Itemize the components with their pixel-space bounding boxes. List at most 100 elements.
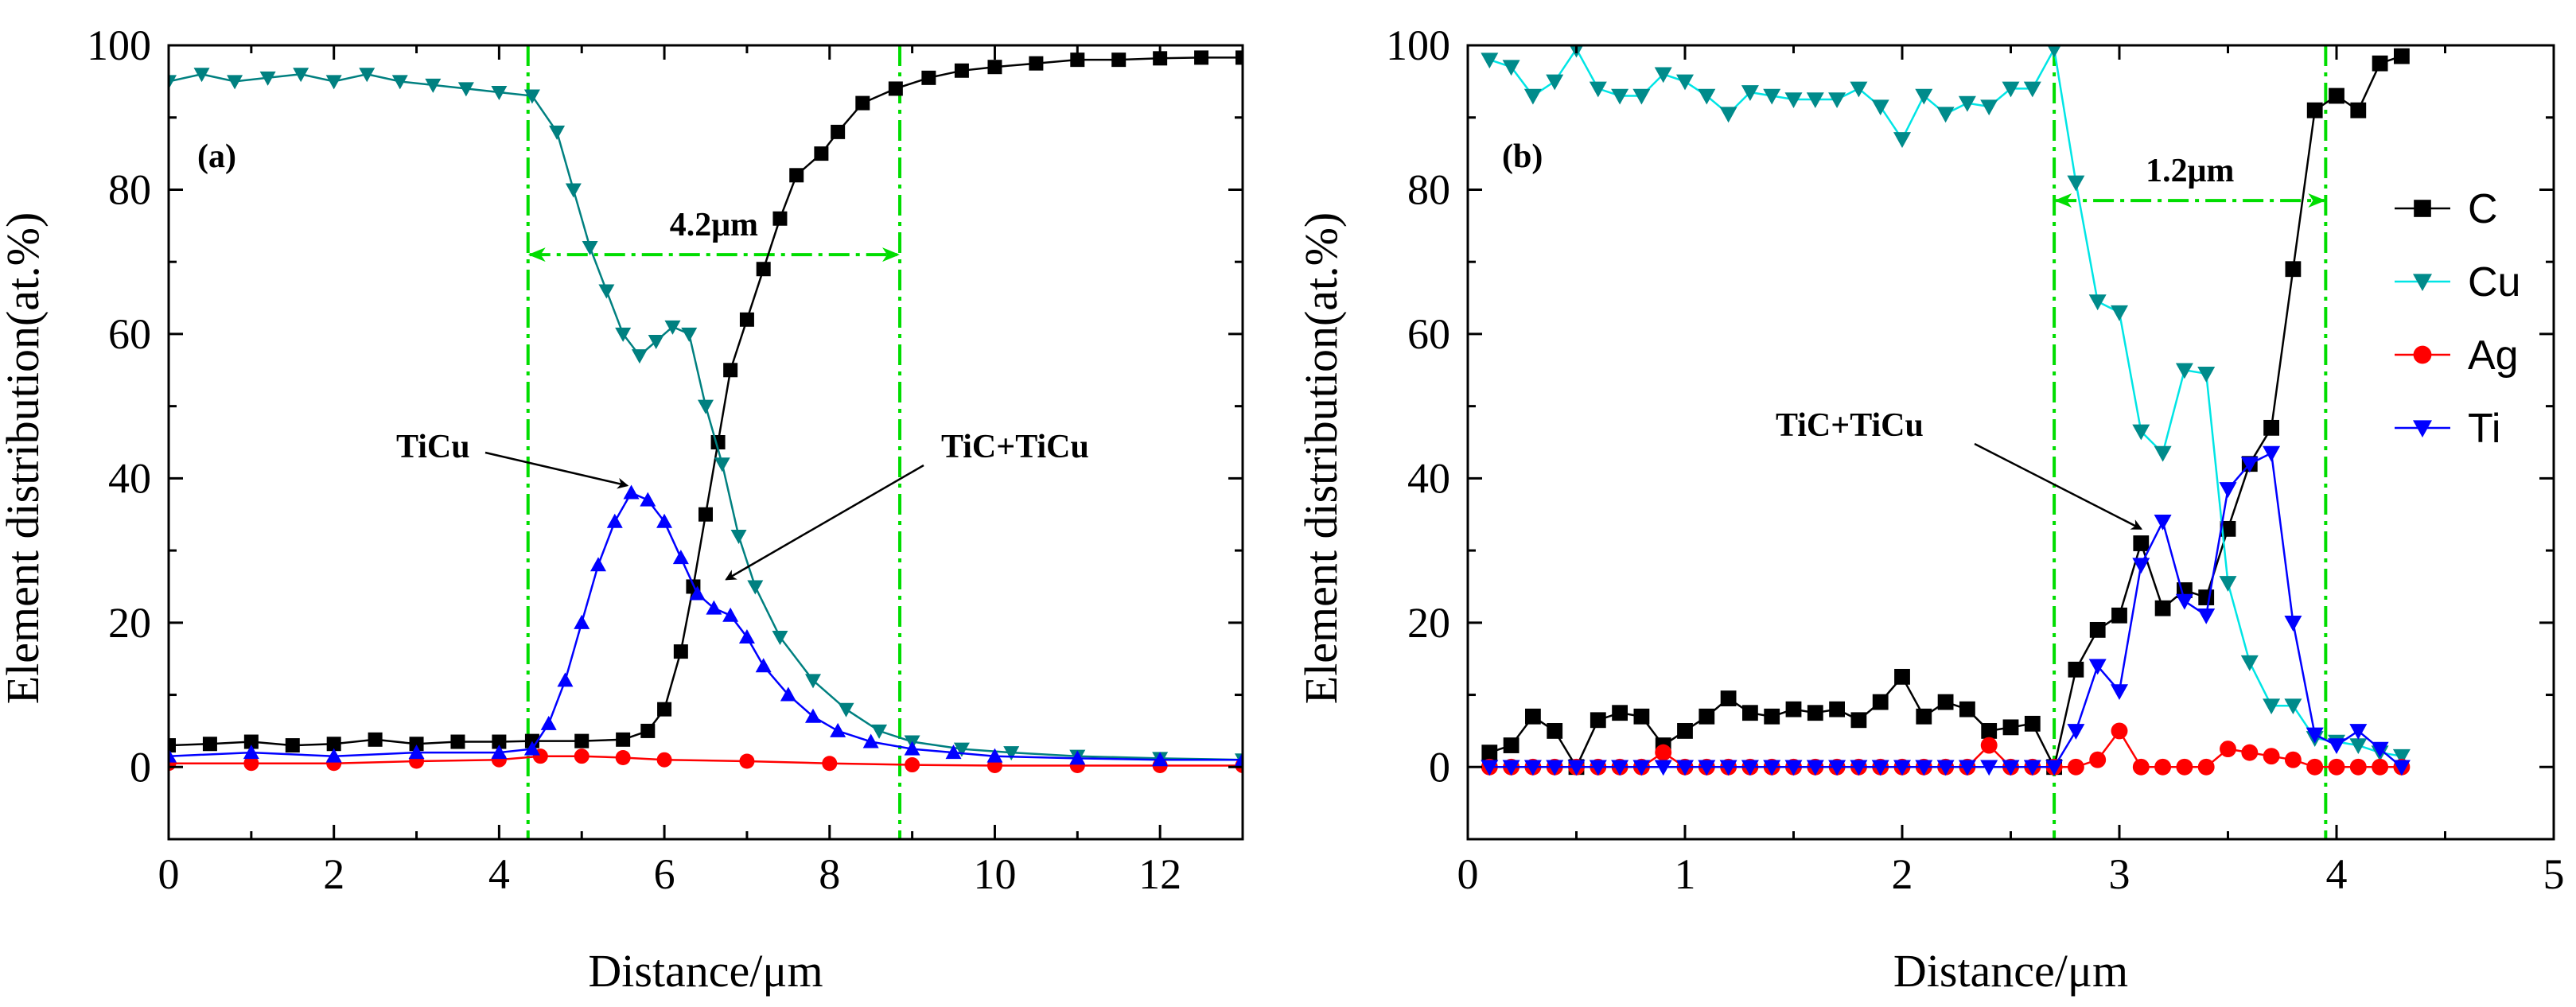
data-point-b-ag-27 bbox=[2067, 758, 2084, 776]
data-point-a-ti-16 bbox=[706, 600, 722, 615]
data-point-b-cu-6 bbox=[1611, 88, 1629, 105]
data-point-b-c-31 bbox=[2154, 600, 2171, 616]
data-point-b-cu-27 bbox=[2067, 175, 2085, 192]
data-point-b-c-42 bbox=[2394, 48, 2410, 64]
annotation-a-0: TiCu bbox=[396, 429, 470, 465]
data-point-b-cu-3 bbox=[1546, 74, 1564, 91]
legend-label-ti: Ti bbox=[2468, 406, 2500, 452]
x-tick-label-a: 2 bbox=[323, 850, 344, 898]
data-point-a-cu-12 bbox=[549, 125, 566, 140]
data-point-a-ag-11 bbox=[905, 757, 920, 773]
data-point-a-c-30 bbox=[1029, 56, 1044, 71]
data-point-b-cu-40 bbox=[2349, 738, 2368, 755]
data-point-b-ti-19 bbox=[1893, 760, 1911, 776]
data-point-a-c-29 bbox=[987, 60, 1002, 75]
data-point-a-c-31 bbox=[1070, 52, 1085, 68]
series-group-a bbox=[169, 50, 1243, 773]
data-point-a-cu-11 bbox=[523, 89, 540, 104]
data-point-b-cu-10 bbox=[1698, 88, 1716, 105]
data-point-a-c-21 bbox=[772, 211, 788, 226]
data-point-b-cu-18 bbox=[1871, 99, 1889, 116]
data-point-a-ti-0 bbox=[169, 748, 177, 763]
data-point-a-ti-7 bbox=[557, 672, 574, 687]
data-point-a-cu-15 bbox=[598, 284, 615, 299]
data-point-b-ti-30 bbox=[2132, 558, 2150, 574]
data-point-a-c-14 bbox=[673, 644, 688, 659]
data-point-a-c-10 bbox=[574, 733, 590, 748]
data-point-b-cu-14 bbox=[1784, 92, 1803, 109]
series-group-b bbox=[1481, 45, 2411, 776]
data-point-a-ti-11 bbox=[623, 484, 640, 500]
data-point-a-ti-29 bbox=[1235, 752, 1243, 767]
data-point-b-ti-29 bbox=[2111, 684, 2128, 701]
data-point-a-c-18 bbox=[723, 363, 738, 378]
data-point-b-ti-18 bbox=[1871, 760, 1889, 776]
data-point-a-c-1 bbox=[202, 737, 217, 752]
data-point-b-ag-35 bbox=[2241, 744, 2259, 761]
x-axis-title-b: Distance/μm bbox=[1893, 945, 2128, 997]
data-point-a-c-19 bbox=[739, 312, 754, 327]
data-point-b-cu-16 bbox=[1828, 92, 1846, 109]
y-tick-label-b: 0 bbox=[1429, 743, 1450, 791]
data-point-b-cu-1 bbox=[1502, 60, 1520, 76]
data-point-a-cu-7 bbox=[391, 75, 408, 90]
data-point-b-ti-17 bbox=[1850, 760, 1868, 776]
data-point-b-c-41 bbox=[2372, 55, 2388, 72]
x-tick-label-b: 4 bbox=[2326, 850, 2348, 898]
data-point-b-cu-22 bbox=[1958, 95, 1976, 112]
data-point-a-ti-4 bbox=[491, 745, 508, 760]
data-point-a-c-25 bbox=[855, 95, 870, 111]
data-point-a-ag-10 bbox=[822, 756, 838, 772]
data-point-b-c-22 bbox=[1959, 701, 1975, 717]
data-point-b-ti-40 bbox=[2349, 724, 2368, 740]
y-tick-label-a: 20 bbox=[108, 599, 151, 647]
series-line-a-cu bbox=[169, 73, 1243, 761]
x-tick-label-b: 3 bbox=[2109, 850, 2130, 898]
data-point-b-c-33 bbox=[2198, 589, 2215, 605]
y-tick-label-b: 60 bbox=[1407, 310, 1450, 358]
data-point-b-cu-20 bbox=[1915, 88, 1933, 105]
data-point-a-ti-6 bbox=[540, 715, 557, 730]
data-point-b-ti-1 bbox=[1502, 760, 1520, 776]
data-point-b-cu-35 bbox=[2240, 655, 2259, 671]
chart-panel-b: 1.2μm 0 1 2 3 4 5 0 20 40 60 80 100 Distance/μm Elemen… bbox=[1295, 21, 2565, 997]
data-point-a-ti-20 bbox=[780, 686, 796, 702]
data-point-a-cu-9 bbox=[457, 82, 474, 97]
data-point-b-c-13 bbox=[1764, 708, 1780, 725]
data-point-a-ti-8 bbox=[574, 614, 590, 629]
x-tick-label-b: 0 bbox=[1457, 850, 1479, 898]
data-point-a-ti-26 bbox=[986, 748, 1003, 763]
data-point-a-cu-27 bbox=[838, 702, 854, 717]
data-point-a-cu-25 bbox=[772, 630, 788, 645]
data-point-b-c-40 bbox=[2350, 102, 2367, 119]
data-point-b-cu-24 bbox=[2002, 81, 2020, 98]
width-marker-label-a: 4.2μm bbox=[670, 207, 758, 243]
x-tick-label-a: 12 bbox=[1138, 850, 1181, 898]
data-point-a-c-34 bbox=[1194, 50, 1209, 65]
data-point-b-c-0 bbox=[1481, 745, 1498, 761]
data-point-b-cu-7 bbox=[1632, 88, 1651, 105]
data-point-a-cu-5 bbox=[325, 75, 342, 90]
y-axis-title-a: Element distribution(at.%) bbox=[0, 212, 49, 705]
data-point-b-c-36 bbox=[2263, 419, 2279, 436]
data-point-a-cu-17 bbox=[631, 349, 648, 364]
data-point-b-cu-33 bbox=[2197, 367, 2216, 383]
data-point-b-c-34 bbox=[2220, 520, 2236, 537]
data-point-b-cu-25 bbox=[2023, 81, 2041, 98]
x-axis-title-a: Distance/μm bbox=[588, 945, 823, 997]
data-point-b-ti-7 bbox=[1632, 760, 1651, 776]
panel-label-b: (b) bbox=[1502, 138, 1543, 175]
data-point-b-cu-0 bbox=[1481, 52, 1499, 69]
annotation-a-1: TiC+TiCu bbox=[941, 429, 1089, 465]
data-point-b-ag-41 bbox=[2372, 758, 2389, 776]
data-point-b-ag-37 bbox=[2284, 751, 2302, 768]
data-point-a-c-12 bbox=[640, 723, 656, 738]
data-point-b-cu-26 bbox=[2047, 45, 2061, 58]
annotation-arrow-b-0 bbox=[1974, 442, 2143, 530]
data-point-b-c-30 bbox=[2133, 535, 2150, 551]
data-point-a-c-22 bbox=[789, 168, 804, 183]
data-point-b-ti-15 bbox=[1806, 760, 1824, 776]
panel-label-a: (a) bbox=[197, 138, 236, 175]
data-point-b-cu-23 bbox=[1980, 99, 1998, 116]
